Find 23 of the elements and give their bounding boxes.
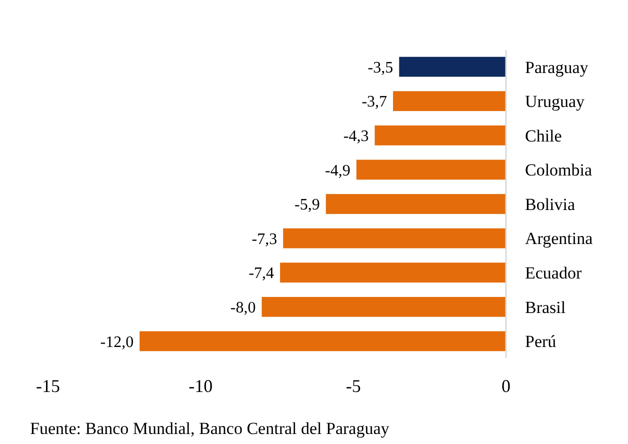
y-tick-label: Argentina bbox=[525, 229, 594, 248]
source-note: Fuente: Banco Mundial, Banco Central del Paraguay bbox=[30, 419, 390, 438]
data-label: -12,0 bbox=[100, 334, 134, 351]
data-label: -5,9 bbox=[294, 196, 320, 214]
y-tick-label: Perú bbox=[525, 332, 557, 352]
y-tick-label: Brasil bbox=[525, 298, 566, 317]
data-label: -8,0 bbox=[230, 299, 256, 316]
data-label: -7,4 bbox=[248, 265, 274, 282]
x-tick-label: -10 bbox=[188, 376, 213, 396]
y-tick-label: Paraguay bbox=[525, 58, 589, 77]
data-label: -4,9 bbox=[325, 162, 350, 180]
y-tick-label: Chile bbox=[525, 126, 562, 146]
y-tick-label: Uruguay bbox=[525, 92, 585, 112]
x-tick-label: 0 bbox=[502, 376, 510, 396]
y-tick-label: Ecuador bbox=[525, 264, 582, 283]
data-label: -4,3 bbox=[343, 128, 369, 146]
data-label: -3,5 bbox=[368, 59, 394, 76]
y-tick-label: Bolivia bbox=[525, 194, 576, 214]
x-tick-label: -5 bbox=[346, 376, 361, 396]
data-label: -7,3 bbox=[252, 230, 278, 248]
data-label: -3,7 bbox=[362, 94, 388, 111]
y-tick-label: Colombia bbox=[525, 160, 593, 180]
x-tick-label: -15 bbox=[36, 376, 60, 396]
